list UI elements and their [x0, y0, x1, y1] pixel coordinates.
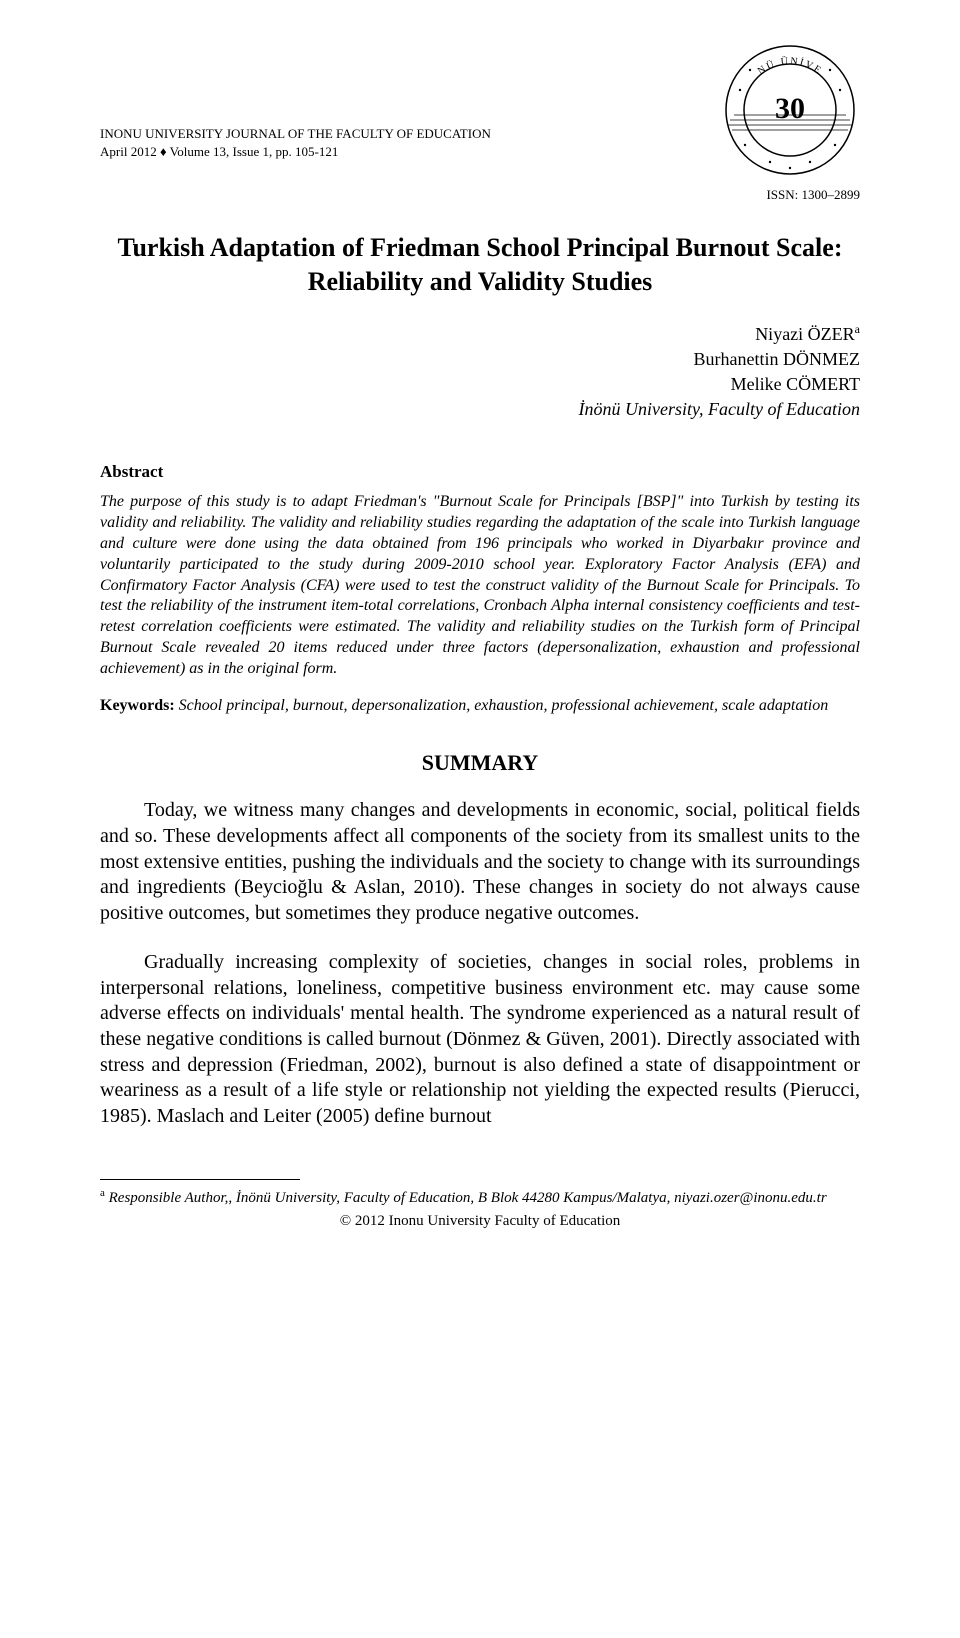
journal-info: INONU UNIVERSITY JOURNAL OF THE FACULTY … [100, 125, 491, 161]
article-title: Turkish Adaptation of Friedman School Pr… [100, 231, 860, 299]
footnote-text: Responsible Author,, İnönü University, F… [109, 1190, 827, 1206]
university-seal-icon: NÜ ÜNİVE 30 [720, 40, 860, 180]
keywords-label: Keywords: [100, 697, 175, 714]
logo-block: NÜ ÜNİVE 30 ISSN: 1300–2899 [720, 40, 860, 203]
footnote: a Responsible Author,, İnönü University,… [100, 1186, 860, 1209]
keywords: Keywords: School principal, burnout, dep… [100, 696, 860, 717]
summary-para-1: Today, we witness many changes and devel… [100, 798, 860, 926]
summary-heading: SUMMARY [100, 750, 860, 776]
author-3: Melike CÖMERT [100, 372, 860, 397]
svg-text:30: 30 [775, 92, 805, 125]
abstract-body: The purpose of this study is to adapt Fr… [100, 492, 860, 679]
affiliation: İnönü University, Faculty of Education [100, 397, 860, 422]
summary-para-2: Gradually increasing complexity of socie… [100, 950, 860, 1129]
journal-name: INONU UNIVERSITY JOURNAL OF THE FACULTY … [100, 125, 491, 143]
abstract-heading: Abstract [100, 462, 860, 482]
keywords-text: School principal, burnout, depersonaliza… [179, 697, 829, 714]
author-1: Niyazi ÖZERa [100, 321, 860, 347]
author-2: Burhanettin DÖNMEZ [100, 347, 860, 372]
issue-info: April 2012 ♦ Volume 13, Issue 1, pp. 105… [100, 143, 491, 161]
issn: ISSN: 1300–2899 [720, 187, 860, 203]
copyright: © 2012 Inonu University Faculty of Educa… [100, 1213, 860, 1230]
authors-block: Niyazi ÖZERa Burhanettin DÖNMEZ Melike C… [100, 321, 860, 423]
footnote-marker: a [100, 1187, 105, 1199]
page-header: INONU UNIVERSITY JOURNAL OF THE FACULTY … [100, 40, 860, 203]
footnote-separator [100, 1179, 300, 1180]
